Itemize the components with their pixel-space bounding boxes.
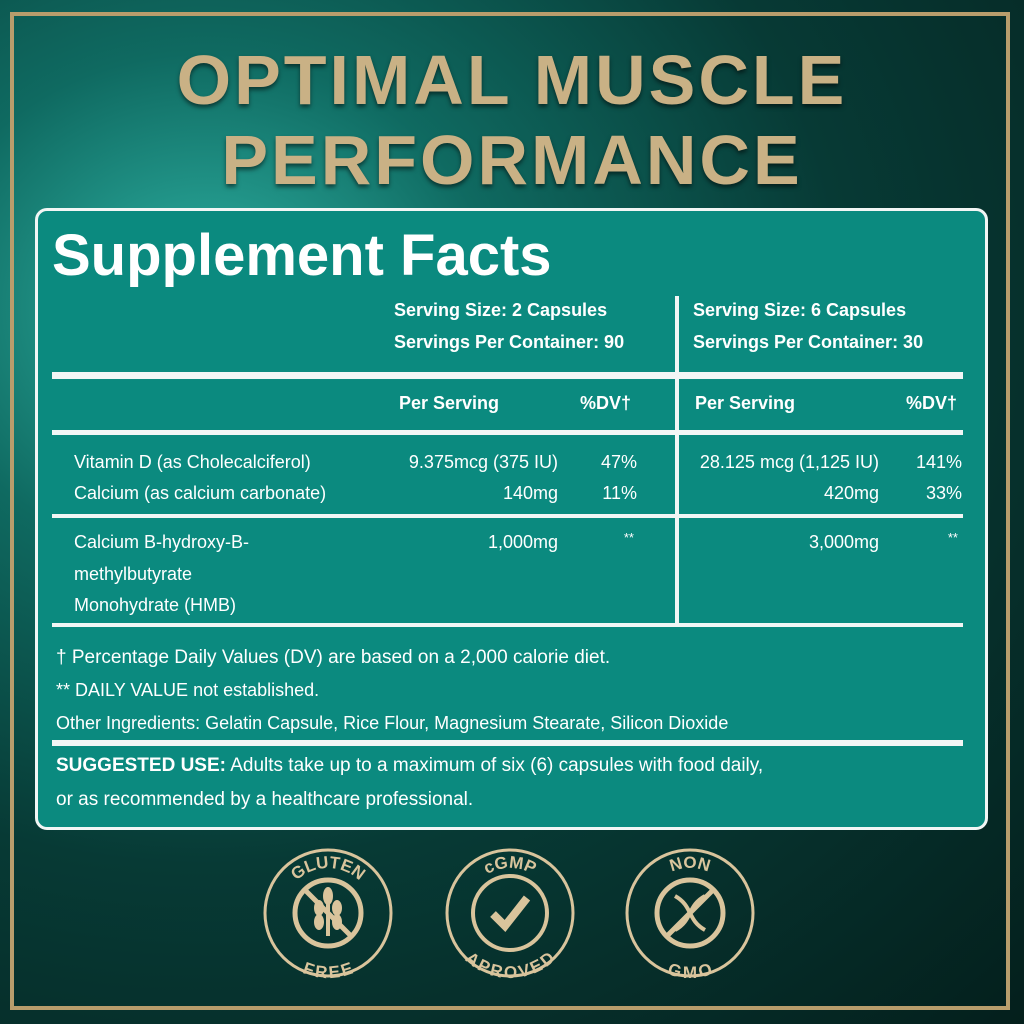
badge-non-gmo: NON GMO — [625, 848, 755, 980]
nutrient-name: Calcium (as calcium carbonate) — [74, 483, 327, 503]
suggested-use-text-2: or as recommended by a healthcare profes… — [56, 789, 474, 810]
dv-1: ** — [623, 530, 634, 545]
serving-size-1: Serving Size: 2 Capsules — [394, 300, 608, 320]
dna-crossed-icon — [665, 888, 715, 938]
amount-1: 1,000mg — [487, 532, 558, 552]
divider — [52, 623, 963, 627]
divider — [52, 740, 963, 746]
gold-frame — [10, 12, 1010, 1010]
headline-line-1: OPTIMAL MUSCLE — [176, 41, 848, 119]
dv-2: ** — [947, 530, 958, 545]
divider — [52, 430, 963, 435]
badge-cgmp-approved: cGMP APROVED — [445, 848, 575, 980]
dv-header-2: %DV† — [906, 393, 958, 413]
per-serving-header-1: Per Serving — [399, 393, 500, 413]
svg-text:cGMP: cGMP — [481, 853, 539, 878]
amount-2: 3,000mg — [808, 532, 879, 552]
per-serving-header-2: Per Serving — [695, 393, 796, 413]
dv-2: 33% — [925, 483, 962, 503]
nutrient-name-line: Calcium B-hydroxy-B- — [74, 532, 250, 552]
nutrient-name-line: Monohydrate (HMB) — [74, 595, 237, 615]
dv-1: 11% — [602, 483, 637, 503]
badge-gluten-free: GLUTEN FREE — [263, 848, 393, 980]
headline-line-2: PERFORMANCE — [221, 121, 803, 199]
checkmark-icon — [490, 895, 531, 933]
footnote-not-established: ** DAILY VALUE not established. — [56, 680, 320, 700]
suggested-use: SUGGESTED USE: Adults take up to a maxim… — [56, 755, 763, 777]
amount-2: 28.125 mcg (1,125 IU) — [699, 452, 879, 472]
amount-1: 9.375mcg (375 IU) — [408, 452, 558, 472]
suggested-use-text: Adults take up to a maximum of six (6) c… — [225, 755, 764, 776]
facts-title: Supplement Facts — [52, 223, 552, 288]
dv-1: 47% — [600, 452, 637, 472]
badge-bottom-text: GMO — [666, 960, 714, 980]
svg-text:APROVED: APROVED — [462, 948, 558, 980]
other-ingredients: Other Ingredients: Gelatin Capsule, Rice… — [56, 713, 729, 733]
badge-top-text: cGMP — [481, 853, 539, 878]
badge-top-text: NON — [667, 853, 712, 875]
servings-per-container-2: Servings Per Container: 30 — [693, 332, 924, 352]
serving-size-2: Serving Size: 6 Capsules — [693, 300, 907, 320]
dv-header-1: %DV† — [580, 393, 632, 413]
divider — [52, 514, 963, 518]
divider — [52, 372, 963, 379]
suggested-use-label: SUGGESTED USE: — [56, 755, 226, 776]
servings-per-container-1: Servings Per Container: 90 — [394, 332, 625, 352]
dv-2: 141% — [915, 452, 962, 472]
svg-text:GMO: GMO — [666, 960, 714, 980]
wheat-crossed-icon — [303, 887, 353, 938]
nutrient-name: Vitamin D (as Cholecalciferol) — [74, 452, 311, 472]
badge-bottom-text: APROVED — [462, 948, 558, 980]
amount-2: 420mg — [823, 483, 879, 503]
supplement-facts-panel — [35, 208, 988, 830]
nutrient-name-line: methylbutyrate — [74, 564, 193, 584]
footnote-dv: † Percentage Daily Values (DV) are based… — [56, 647, 611, 668]
column-divider — [675, 296, 679, 624]
amount-1: 140mg — [502, 483, 558, 503]
svg-text:NON: NON — [667, 853, 712, 875]
